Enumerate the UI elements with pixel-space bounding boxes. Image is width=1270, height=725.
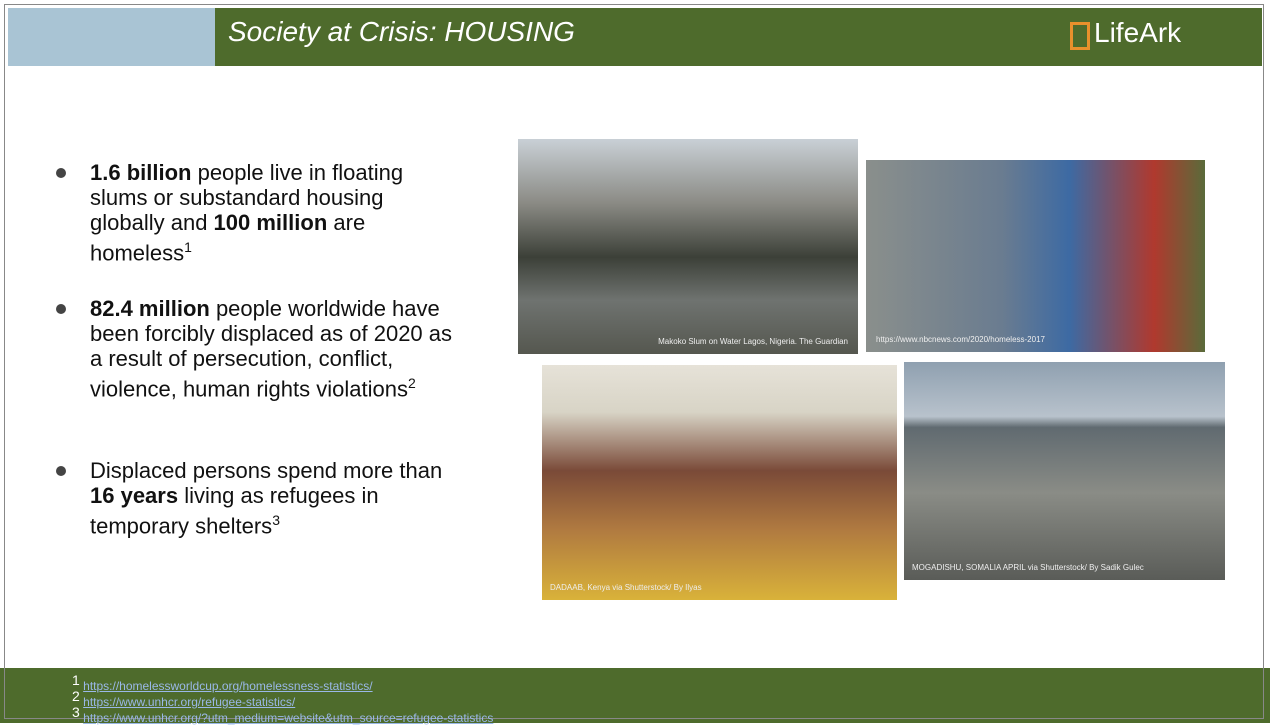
logo-icon — [1070, 22, 1090, 50]
logo: LifeArk — [1094, 17, 1182, 48]
footnote-ref: 3 — [272, 512, 280, 528]
photo-caption: DADAAB, Kenya via Shutterstock/ By Ilyas — [550, 583, 702, 592]
footnote-number: 2 — [72, 688, 80, 704]
bullet-dot — [56, 466, 66, 476]
footnote-link: https://www.unhcr.org/?utm_medium=websit… — [83, 711, 494, 725]
bullet-dot — [56, 168, 66, 178]
footnote-link: https://www.unhcr.org/refugee-statistics… — [83, 695, 296, 709]
bullet-text: 82.4 million people worldwide have been … — [90, 296, 462, 401]
bullet-dot — [56, 304, 66, 314]
photo-caption: https://www.nbcnews.com/2020/homeless-20… — [876, 335, 1045, 344]
photo: DADAAB, Kenya via Shutterstock/ By Ilyas — [542, 365, 897, 600]
footnote-link: https://homelessworldcup.org/homelessnes… — [83, 679, 373, 693]
text: living as refugees in temporary shelters — [90, 483, 379, 539]
bold-text: 1.6 billion — [90, 160, 192, 185]
footnote-ref: 2 — [407, 375, 416, 391]
footnote-ref: 1 — [184, 239, 192, 255]
bold-text: 16 years — [90, 483, 179, 508]
footnote: 1 https://homelessworldcup.org/homelessn… — [72, 672, 373, 693]
photo: MOGADISHU, SOMALIA APRIL via Shutterstoc… — [904, 362, 1225, 580]
bold-text: 100 million — [213, 210, 328, 235]
header-accent — [8, 8, 215, 66]
photo-caption: MOGADISHU, SOMALIA APRIL via Shutterstoc… — [912, 563, 1144, 572]
footnote-number: 1 — [72, 672, 80, 688]
slide-title: Society at Crisis: HOUSING — [228, 16, 575, 47]
footnote-number: 3 — [72, 704, 80, 720]
bullet-text: 1.6 billion people live in floating slum… — [90, 160, 462, 265]
text: Displaced persons spend more than — [90, 458, 443, 483]
photo: Makoko Slum on Water Lagos, Nigeria. The… — [518, 139, 858, 354]
photo-caption: Makoko Slum on Water Lagos, Nigeria. The… — [658, 337, 848, 346]
text: people live in floating slums or substan… — [90, 160, 404, 235]
footnote: 3 https://www.unhcr.org/?utm_medium=webs… — [72, 704, 493, 725]
text: are homeless — [90, 210, 366, 266]
footer-bar — [0, 668, 1270, 723]
photo: https://www.nbcnews.com/2020/homeless-20… — [866, 160, 1205, 352]
footnote: 2 https://www.unhcr.org/refugee-statisti… — [72, 688, 295, 709]
bullet-text: Displaced persons spend more than 16 yea… — [90, 458, 462, 538]
text: people worldwide have been forcibly disp… — [90, 296, 453, 402]
bold-text: 82.4 million — [90, 296, 210, 321]
